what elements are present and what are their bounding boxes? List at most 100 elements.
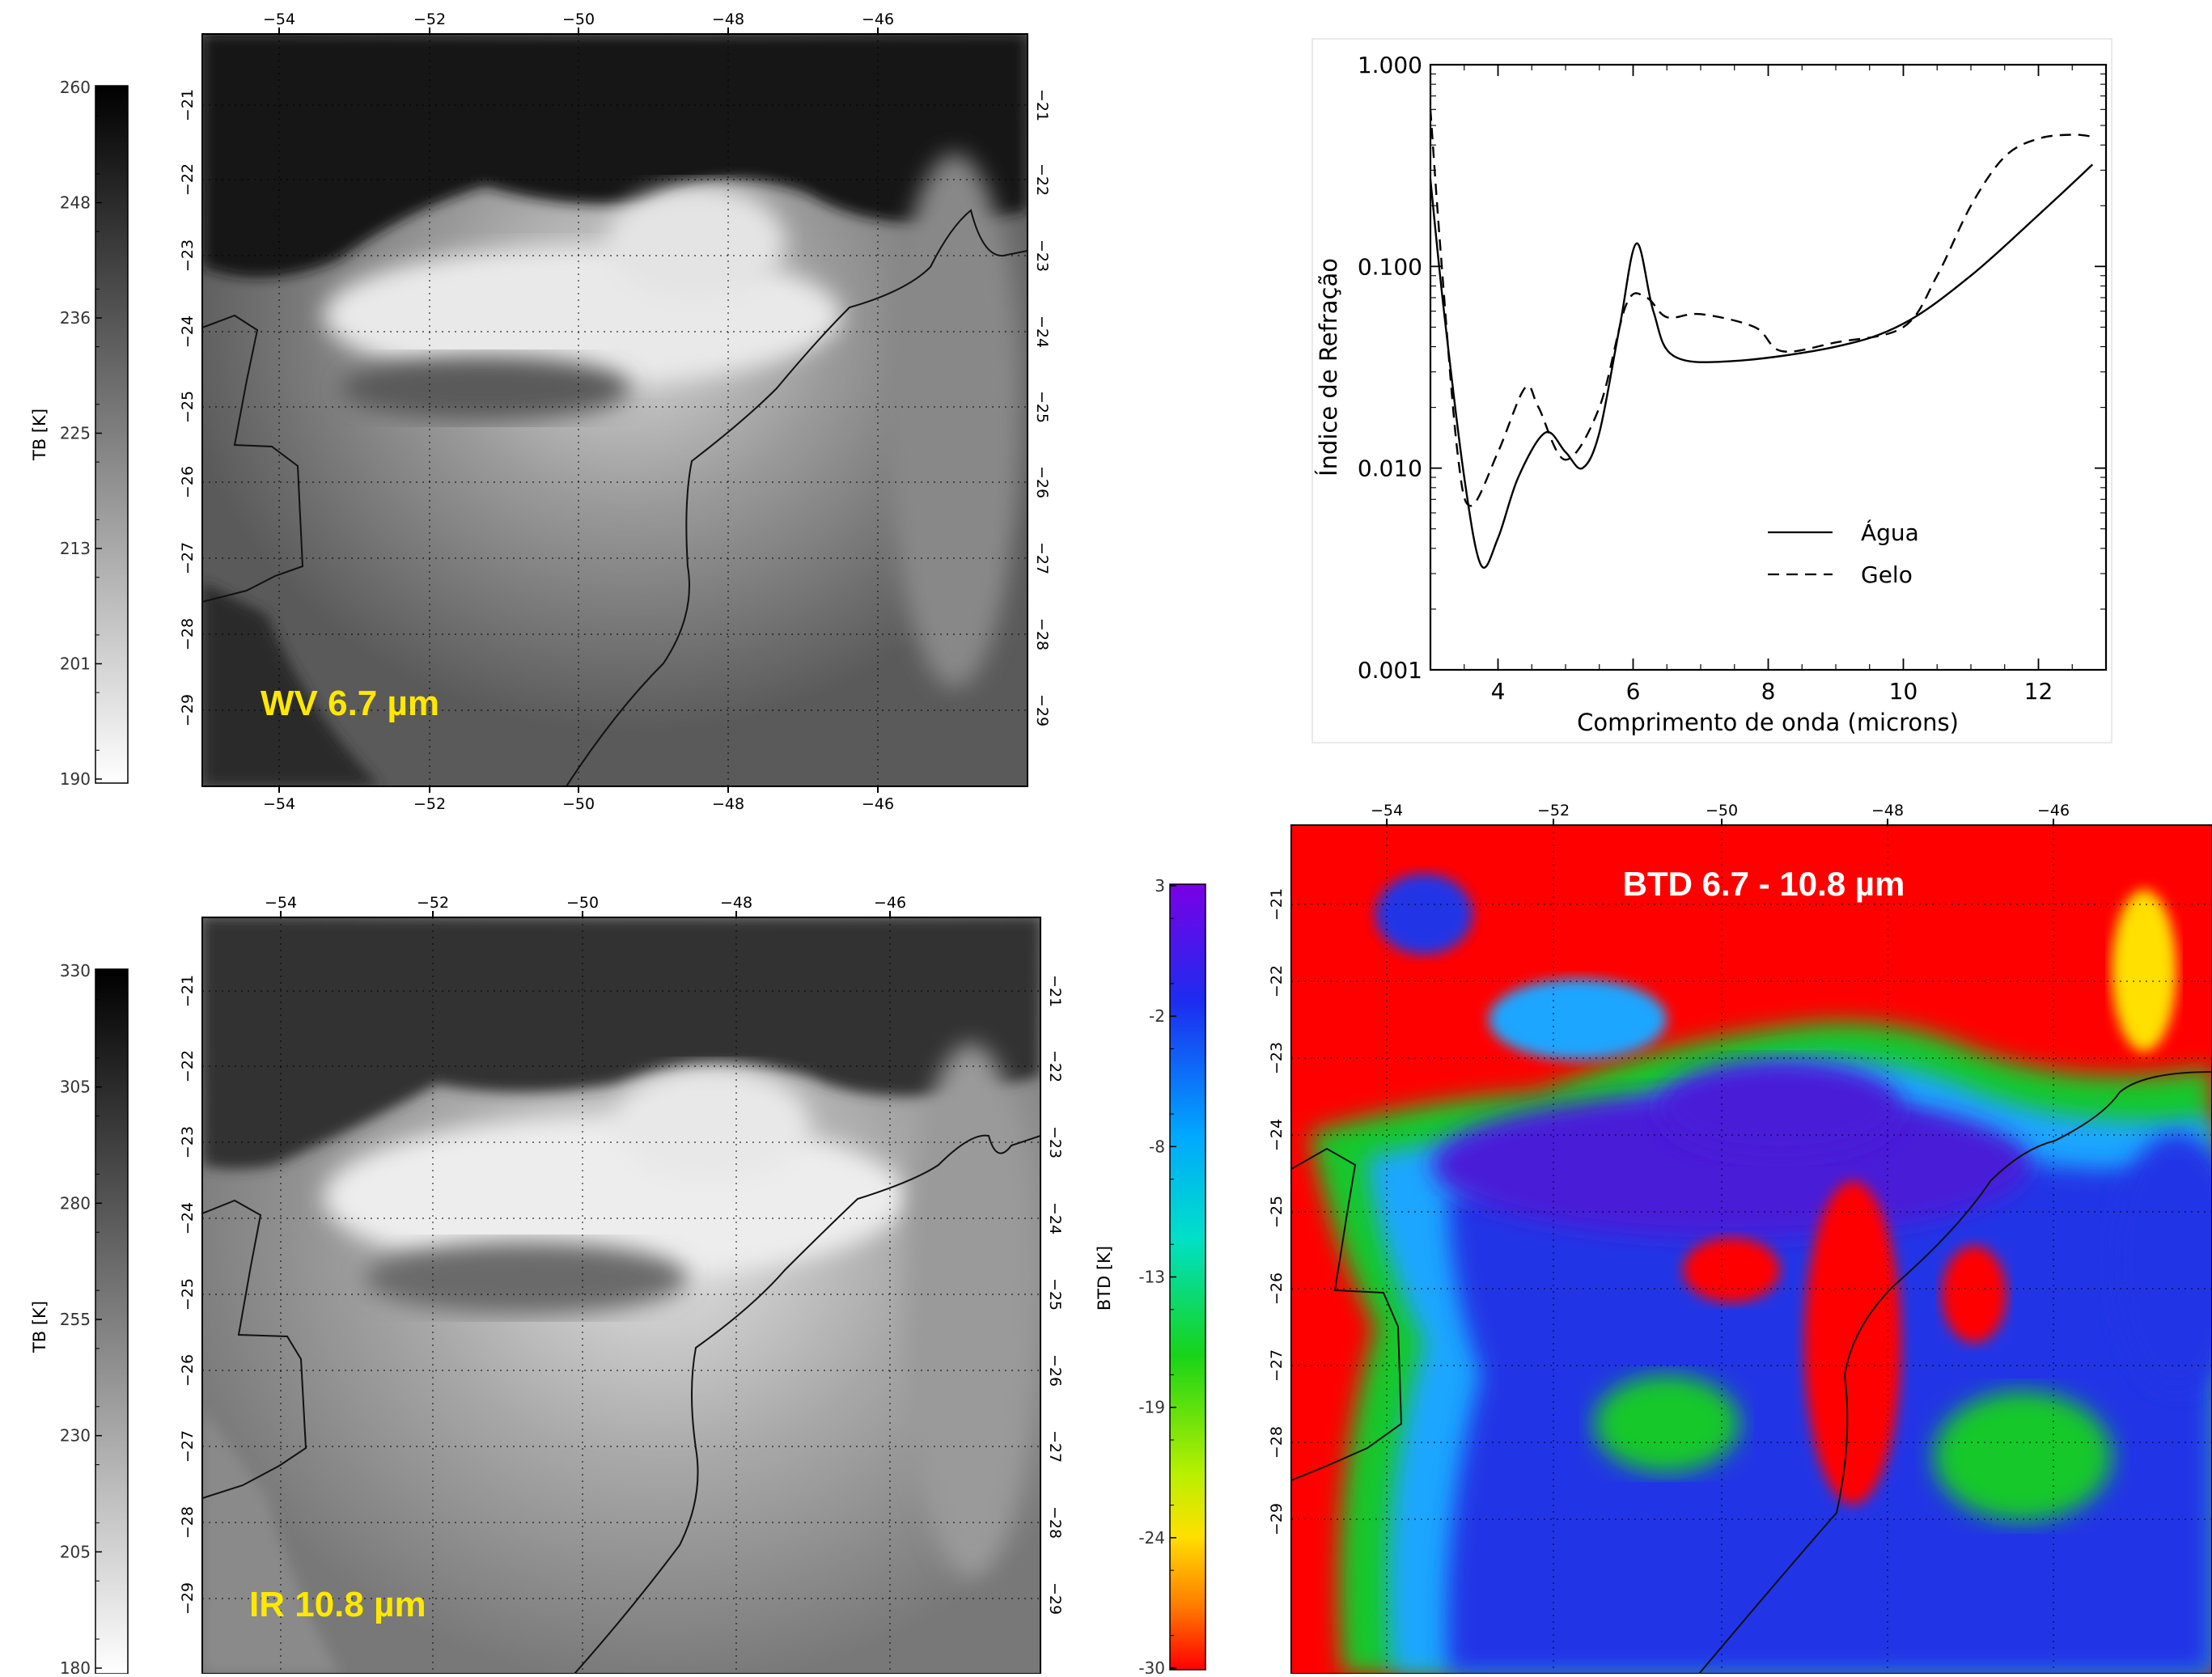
wv-satellite-image: [202, 34, 1028, 786]
colorbar-tick-label: 180: [60, 1658, 91, 1674]
lat-tick-label: −26: [1046, 1354, 1064, 1387]
lon-tick-label: −52: [1537, 802, 1570, 819]
lat-tick-label: −21: [1046, 975, 1064, 1007]
wv-lat-ticks-left: −21 −22 −23 −24 −25 −26 −27 −28 −29: [179, 89, 197, 726]
colorbar-tick-label: -24: [1138, 1528, 1165, 1548]
ir-satellite-image: [202, 917, 1040, 1674]
chart-x-axis-title: Comprimento de onda (microns): [1577, 709, 1959, 736]
lon-tick-label: −46: [862, 11, 894, 28]
btd-colorbar-ticks: 3 -2 -8 -13 -19 -24 -30: [1138, 876, 1176, 1677]
lat-tick-label: −21: [179, 975, 197, 1007]
ir-colorbar-ticks: 330 305 280 255 230 205 180: [60, 961, 102, 1677]
lat-tick-label: −29: [1046, 1582, 1064, 1615]
y-tick-label: 0.001: [1358, 657, 1422, 684]
btd-lat-ticks-left: −21 −22 −23 −24 −25 −26 −27 −28 −29: [1268, 888, 1286, 1535]
lon-tick-label: −48: [712, 795, 744, 813]
lon-tick-label: −54: [1371, 802, 1403, 819]
ir-lon-ticks-top: −54 −52 −50 −48 −46: [265, 894, 906, 917]
lon-tick-label: −50: [562, 795, 595, 813]
colorbar-tick-label: -30: [1138, 1658, 1165, 1674]
chart-legend: Água Gelo: [1768, 519, 1919, 588]
lon-tick-label: −46: [2037, 802, 2070, 819]
lon-tick-label: −52: [413, 795, 446, 813]
lon-tick-label: −50: [1706, 802, 1738, 819]
lon-tick-label: −54: [265, 894, 297, 912]
lat-tick-label: −26: [179, 466, 197, 498]
colorbar-tick-label: 230: [60, 1426, 91, 1446]
lat-tick-label: −25: [1268, 1196, 1286, 1228]
colorbar-tick-label: -2: [1149, 1006, 1165, 1026]
ir-coastline: [202, 1134, 1040, 1674]
lon-tick-label: −46: [874, 894, 906, 912]
wv-lat-ticks-right: −21 −22 −23 −24 −25 −26 −27 −28 −29: [1033, 89, 1051, 726]
colorbar-tick-label: -19: [1138, 1398, 1165, 1417]
lon-tick-label: −48: [1871, 802, 1904, 819]
lat-tick-label: −25: [179, 1278, 197, 1311]
colorbar-tick-label: -13: [1138, 1268, 1165, 1287]
btd-lon-ticks-top: −54 −52 −50 −48 −46: [1371, 802, 2070, 825]
wv-lon-ticks-top: −54 −52 −50 −48 −46: [263, 11, 894, 34]
lat-tick-label: −24: [1046, 1202, 1064, 1234]
btd-image-panel: −54 −52 −50 −48 −46 −21 −22 −23 −24 −25 −26 −27 −28…: [1268, 802, 2212, 1675]
btd-colorbar-title: BTD [K]: [1095, 1246, 1114, 1311]
lat-tick-label: −27: [1268, 1349, 1286, 1382]
colorbar-tick-label: 3: [1155, 876, 1165, 896]
wv-coastline: [202, 209, 1028, 786]
lat-tick-label: −25: [1033, 391, 1051, 423]
lat-tick-label: −28: [179, 618, 197, 650]
lat-tick-label: −23: [179, 239, 197, 272]
wv-panel-label: WV 6.7 µm: [261, 684, 439, 723]
lat-tick-label: −28: [1033, 618, 1051, 650]
colorbar-tick-label: 225: [60, 424, 91, 443]
lat-tick-label: −22: [1033, 163, 1051, 196]
colorbar-tick-label: 255: [60, 1310, 91, 1329]
lat-tick-label: −26: [1033, 466, 1051, 498]
ir-panel-label: IR 10.8 µm: [249, 1585, 426, 1624]
x-tick-label: 6: [1626, 678, 1641, 705]
lon-tick-label: −50: [566, 894, 599, 912]
series-line-gelo: [1429, 109, 2093, 507]
colorbar-tick-label: 330: [60, 961, 91, 980]
lon-tick-label: −54: [263, 11, 295, 28]
btd-panel-label: BTD 6.7 - 10.8 µm: [1623, 865, 1905, 903]
lon-tick-label: −50: [562, 11, 595, 28]
lat-tick-label: −26: [1268, 1273, 1286, 1305]
lat-tick-label: −22: [179, 1050, 197, 1082]
ir-image-panel: −54 −52 −50 −48 −46 −21 −22 −23 −24 −25 −26 −27 −28…: [30, 894, 1064, 1677]
ir-lat-ticks-right: −21 −22 −23 −24 −25 −26 −27 −28 −29: [1046, 975, 1064, 1615]
lon-tick-label: −52: [413, 11, 446, 28]
btd-satellite-image: [1291, 825, 2212, 1674]
lat-tick-label: −22: [179, 163, 197, 196]
y-tick-label: 0.010: [1358, 455, 1422, 482]
chart-background: [1312, 38, 2112, 743]
ir-lat-ticks-left: −21 −22 −23 −24 −25 −26 −27 −28 −29: [179, 975, 197, 1615]
lat-tick-label: −24: [1268, 1119, 1286, 1151]
chart-y-axis-title: Índice de Refração: [1315, 258, 1342, 476]
x-tick-label: 12: [2024, 678, 2053, 705]
x-tick-label: 4: [1491, 678, 1506, 705]
lon-tick-label: −48: [720, 894, 752, 912]
y-tick-label: 0.100: [1358, 253, 1422, 280]
lat-tick-label: −24: [179, 315, 197, 348]
lon-tick-label: −48: [712, 11, 744, 28]
lat-tick-label: −26: [179, 1354, 197, 1387]
colorbar-tick-label: 190: [60, 769, 91, 789]
lat-tick-label: −21: [179, 89, 197, 121]
colorbar-tick-label: 205: [60, 1542, 91, 1561]
lon-tick-label: −52: [417, 894, 449, 912]
wv-lon-ticks-bottom: −54 −52 −50 −48 −46: [263, 786, 894, 813]
lat-tick-label: −27: [1046, 1430, 1064, 1463]
ir-colorbar: 330 305 280 255 230 205 180 TB [K]: [30, 961, 129, 1677]
lat-tick-label: −27: [179, 1430, 197, 1463]
lat-tick-label: −25: [179, 391, 197, 423]
colorbar-tick-label: 305: [60, 1078, 91, 1097]
legend-label: Gelo: [1861, 561, 1913, 588]
lat-tick-label: −23: [1268, 1042, 1286, 1074]
btd-gridlines: [1291, 825, 2212, 1674]
colorbar-tick-label: 236: [60, 308, 91, 328]
lat-tick-label: −23: [1046, 1126, 1064, 1158]
lat-tick-label: −23: [1033, 239, 1051, 272]
wv-gridlines: [202, 34, 1028, 786]
lon-tick-label: −54: [263, 795, 295, 813]
